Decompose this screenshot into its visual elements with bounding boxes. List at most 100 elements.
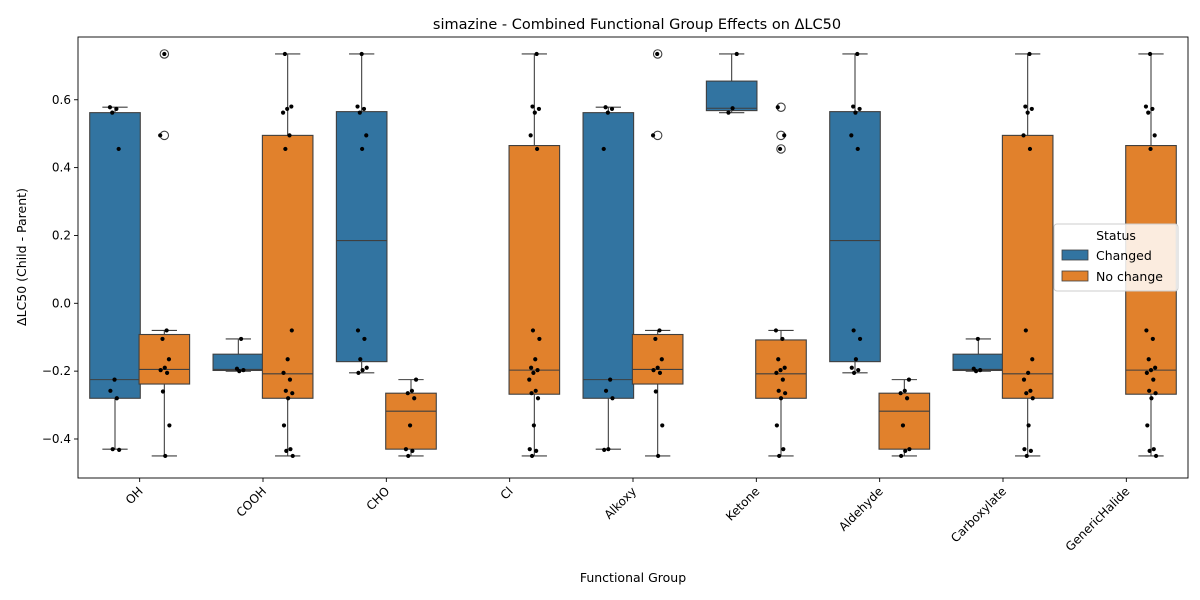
data-point bbox=[782, 133, 787, 138]
data-point bbox=[285, 357, 290, 362]
data-point bbox=[975, 336, 980, 342]
box-no-change-cl bbox=[508, 145, 561, 395]
data-point bbox=[289, 328, 294, 333]
data-point bbox=[1150, 106, 1155, 112]
data-point bbox=[1026, 423, 1031, 428]
outlier-marker bbox=[776, 144, 786, 154]
data-point bbox=[774, 370, 779, 375]
data-point bbox=[530, 328, 536, 333]
data-point bbox=[653, 389, 658, 394]
data-point bbox=[783, 391, 788, 396]
data-point bbox=[533, 357, 538, 362]
data-point bbox=[238, 336, 244, 342]
data-point bbox=[164, 328, 169, 333]
data-point bbox=[1028, 448, 1033, 453]
data-point bbox=[1028, 388, 1033, 393]
data-point bbox=[282, 51, 288, 57]
data-point bbox=[537, 336, 542, 342]
data-point bbox=[535, 396, 541, 401]
data-point bbox=[857, 336, 863, 342]
data-point bbox=[1144, 328, 1149, 333]
data-point bbox=[116, 146, 121, 152]
chart-title: simazine - Combined Functional Group Eff… bbox=[433, 17, 841, 33]
data-point bbox=[358, 357, 363, 362]
data-point bbox=[609, 106, 615, 112]
data-point bbox=[904, 396, 910, 401]
legend-label-changed: Changed bbox=[1096, 248, 1152, 263]
data-point bbox=[531, 370, 536, 375]
data-point bbox=[603, 105, 608, 110]
data-point bbox=[601, 146, 606, 152]
box-group-no-change-alkoxy bbox=[631, 49, 684, 459]
data-point bbox=[650, 133, 656, 138]
data-point bbox=[851, 370, 857, 375]
data-point bbox=[900, 423, 906, 428]
data-point bbox=[605, 110, 610, 115]
data-point bbox=[166, 357, 172, 362]
data-point bbox=[289, 104, 294, 109]
data-point bbox=[114, 106, 119, 112]
box-group-no-change-cooh bbox=[261, 51, 314, 459]
box-changed-ketone bbox=[705, 80, 758, 112]
data-point bbox=[1024, 453, 1029, 459]
data-point bbox=[413, 377, 419, 382]
x-tick-label-cl: Cl bbox=[498, 484, 516, 502]
data-point bbox=[160, 336, 165, 342]
data-point bbox=[851, 104, 856, 109]
data-point bbox=[773, 328, 779, 333]
data-point bbox=[112, 377, 117, 382]
data-point bbox=[857, 106, 862, 112]
data-point bbox=[285, 106, 290, 112]
data-point bbox=[162, 51, 167, 57]
data-point bbox=[532, 110, 537, 115]
data-point bbox=[356, 370, 361, 375]
data-point bbox=[1153, 365, 1158, 370]
box-group-no-change-aldehyde bbox=[878, 377, 931, 459]
box-no-change-alkoxy bbox=[631, 333, 684, 385]
data-point bbox=[288, 447, 293, 452]
box-group-no-change-cho bbox=[385, 377, 437, 459]
data-point bbox=[776, 357, 781, 362]
data-point bbox=[1026, 370, 1031, 375]
data-point bbox=[659, 357, 664, 362]
box-changed-aldehyde bbox=[829, 111, 881, 363]
data-point bbox=[608, 377, 613, 382]
data-point bbox=[534, 51, 539, 57]
data-point bbox=[531, 423, 536, 428]
legend: Status Changed No change bbox=[1053, 223, 1179, 292]
data-point bbox=[108, 388, 113, 393]
data-point bbox=[1021, 133, 1026, 138]
y-tick-label: −0.4 bbox=[42, 432, 71, 446]
data-point bbox=[978, 368, 983, 373]
data-point bbox=[114, 396, 119, 401]
x-tick-label-ketone: Ketone bbox=[723, 484, 762, 523]
data-point bbox=[1152, 133, 1157, 138]
data-point bbox=[1027, 146, 1033, 152]
data-point bbox=[1024, 391, 1029, 396]
x-tick-label-oh: OH bbox=[123, 484, 146, 507]
data-point bbox=[364, 365, 369, 370]
data-point bbox=[529, 365, 534, 370]
data-point bbox=[898, 391, 903, 396]
data-point bbox=[527, 447, 532, 452]
data-point bbox=[899, 453, 904, 459]
data-point bbox=[1149, 396, 1154, 401]
legend-swatch-no-change bbox=[1061, 270, 1089, 282]
data-point bbox=[651, 368, 656, 373]
data-point bbox=[364, 133, 369, 138]
data-point bbox=[1146, 110, 1151, 115]
box-changed-oh bbox=[89, 112, 141, 399]
data-point bbox=[778, 396, 784, 401]
data-point bbox=[856, 368, 861, 373]
box-group-no-change-carboxylate bbox=[1001, 51, 1054, 459]
data-point bbox=[775, 105, 780, 110]
data-point bbox=[782, 365, 787, 370]
x-axis-label: Functional Group bbox=[580, 570, 686, 585]
data-point bbox=[1030, 396, 1035, 401]
data-point bbox=[660, 423, 665, 428]
data-point bbox=[851, 328, 856, 333]
x-tick-label-carboxylate: Carboxylate bbox=[948, 484, 1009, 545]
data-point bbox=[534, 448, 539, 453]
y-tick-label: 0.6 bbox=[52, 93, 71, 107]
data-point bbox=[606, 447, 611, 452]
